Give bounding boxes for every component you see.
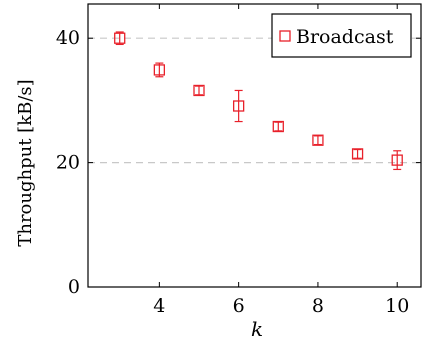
tick-label-y-40: 40	[56, 27, 80, 49]
marker-square-3	[114, 32, 126, 44]
x-axis-label: k	[251, 317, 263, 341]
marker-square-8	[312, 134, 324, 146]
data-point-6	[232, 89, 245, 123]
legend-box	[271, 13, 412, 58]
y-axis-label: Throughput [kB/s]	[15, 79, 36, 246]
data-point-3	[114, 31, 126, 46]
marker-square-5	[193, 84, 205, 97]
tick-label-x-10: 10	[385, 295, 409, 317]
legend-label-broadcast: Broadcast	[296, 26, 394, 48]
data-point-8	[312, 134, 324, 146]
tick-label-y-0: 0	[68, 276, 80, 298]
tick-label-x-6: 6	[233, 295, 245, 317]
legend-marker-broadcast	[279, 30, 291, 42]
marker-square-6	[232, 100, 245, 112]
axis-ticks: 0 20 40 4 6 8 10	[56, 4, 421, 317]
tick-label-x-8: 8	[312, 295, 324, 317]
marker-square-4	[153, 64, 166, 76]
data-point-7	[272, 120, 284, 133]
marker-square-10	[391, 154, 403, 166]
data-point-4	[153, 62, 166, 78]
data-point-10	[391, 150, 403, 171]
legend: Broadcast	[271, 13, 412, 58]
tick-label-x-4: 4	[153, 295, 165, 317]
data-point-9	[351, 148, 364, 160]
plot-frame	[87, 3, 422, 288]
marker-square-7	[272, 120, 284, 133]
tick-label-y-20: 20	[56, 152, 80, 174]
data-point-5	[193, 84, 205, 97]
marker-square-9	[351, 148, 364, 160]
data-marks	[114, 31, 403, 171]
